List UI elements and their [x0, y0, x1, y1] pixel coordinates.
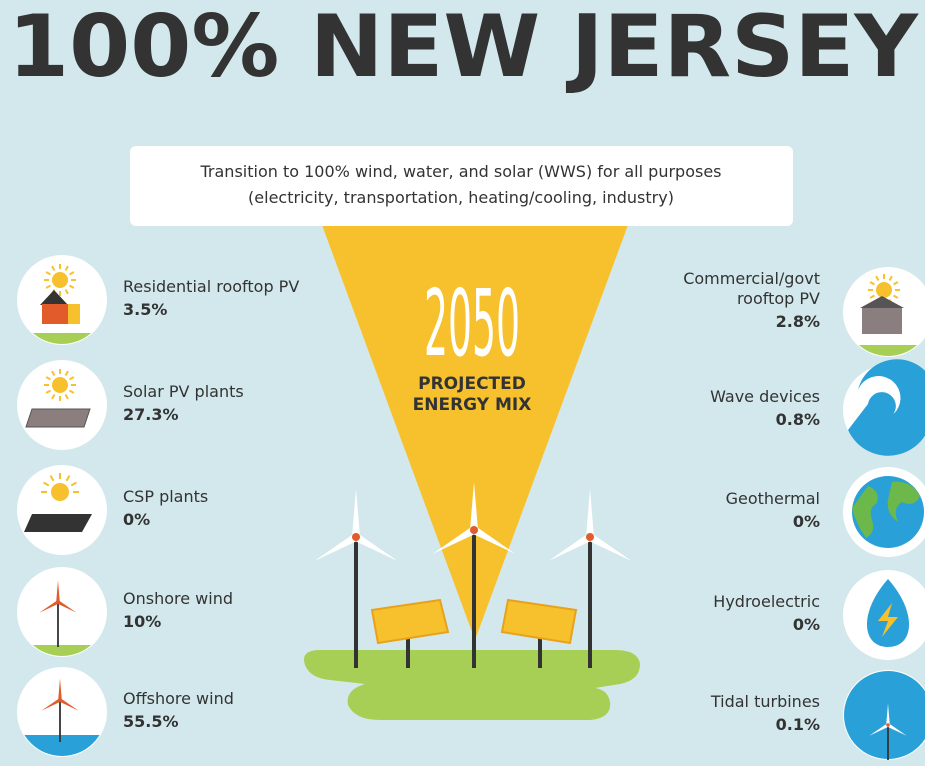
turbine-hub [586, 533, 594, 541]
turbine-hub [352, 533, 360, 541]
item-name: CSP plants [123, 487, 208, 506]
infographic: 100% NEW JERSEY Transition to 100% wind,… [0, 0, 925, 766]
icon-circle [17, 465, 107, 555]
center-label: ENERGY MIX [413, 395, 532, 415]
panel [26, 409, 90, 427]
sun [52, 377, 68, 393]
sun [52, 272, 68, 288]
turbine-hub [56, 600, 60, 604]
item-name: Offshore wind [123, 689, 234, 708]
turbine-hub [470, 526, 478, 534]
csp-dish [24, 514, 92, 532]
item-share: 0.1% [776, 715, 820, 734]
item-share: 0.8% [776, 410, 820, 429]
center-label: PROJECTED [418, 374, 526, 394]
building [862, 308, 902, 334]
item-share: 3.5% [123, 300, 167, 319]
item-share: 10% [123, 612, 161, 631]
item-share: 0% [793, 512, 820, 531]
icon-circle [17, 567, 107, 657]
house-side [68, 304, 80, 324]
item-name: Residential rooftop PV [123, 277, 299, 296]
item-share: 0% [793, 615, 820, 634]
title: 100% NEW JERSEY [8, 0, 920, 97]
csp-bulb [51, 483, 69, 501]
item-share: 27.3% [123, 405, 179, 424]
year: 2050 [424, 270, 520, 377]
sun [876, 282, 892, 298]
house [42, 304, 70, 324]
icon-circle [17, 360, 107, 450]
intro-line: (electricity, transportation, heating/co… [248, 188, 674, 207]
turbine-hub [886, 723, 890, 727]
item-name: Solar PV plants [123, 382, 244, 401]
item-share: 55.5% [123, 712, 179, 731]
item-name: Geothermal [726, 489, 820, 508]
item-share: 0% [123, 510, 150, 529]
item-name: rooftop PV [737, 289, 820, 308]
intro-box [130, 146, 793, 226]
item-share: 2.8% [776, 312, 820, 331]
turbine-hub [58, 698, 62, 702]
item-name: Hydroelectric [713, 592, 820, 611]
intro-line: Transition to 100% wind, water, and sola… [200, 162, 722, 181]
item-name: Onshore wind [123, 589, 233, 608]
item-name: Tidal turbines [710, 692, 820, 711]
item-name: Commercial/govt [683, 269, 820, 288]
item-name: Wave devices [710, 387, 820, 406]
